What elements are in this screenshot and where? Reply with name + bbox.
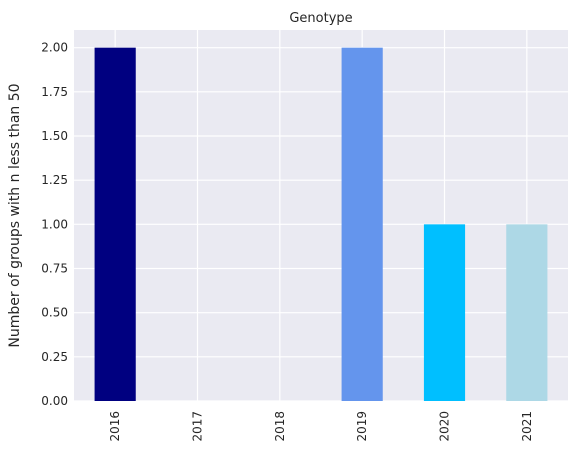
y-tick-label: 0.50 xyxy=(41,306,68,320)
x-tick-label: 2017 xyxy=(191,411,205,442)
bar-2020 xyxy=(423,224,466,401)
y-tick-label: 0.75 xyxy=(41,262,68,276)
y-tick-label: 1.50 xyxy=(41,129,68,143)
x-tick-labels: 2016 2017 2018 2019 2020 2021 xyxy=(108,411,534,442)
bar-2016 xyxy=(94,47,136,402)
bar-2019 xyxy=(341,47,383,402)
y-axis-label: Number of groups with n less than 50 xyxy=(7,83,23,347)
bars xyxy=(94,47,548,402)
x-tick-label: 2019 xyxy=(355,411,369,442)
bar-2021 xyxy=(506,224,548,401)
y-tick-label: 1.25 xyxy=(41,173,68,187)
y-tick-label: 1.00 xyxy=(41,217,68,231)
y-tick-label: 1.75 xyxy=(41,85,68,99)
x-tick-label: 2021 xyxy=(520,411,534,442)
y-tick-label: 0.00 xyxy=(41,394,68,408)
plot-area xyxy=(74,30,568,401)
x-tick-label: 2018 xyxy=(273,411,287,442)
y-tick-labels: 0.00 0.25 0.50 0.75 1.00 1.25 1.50 1.75 2.00 xyxy=(41,41,68,408)
chart-title: Genotype xyxy=(289,11,352,26)
y-tick-label: 2.00 xyxy=(41,41,68,55)
x-tick-label: 2020 xyxy=(438,411,452,442)
y-tick-label: 0.25 xyxy=(41,350,68,364)
x-tick-label: 2016 xyxy=(108,411,122,442)
